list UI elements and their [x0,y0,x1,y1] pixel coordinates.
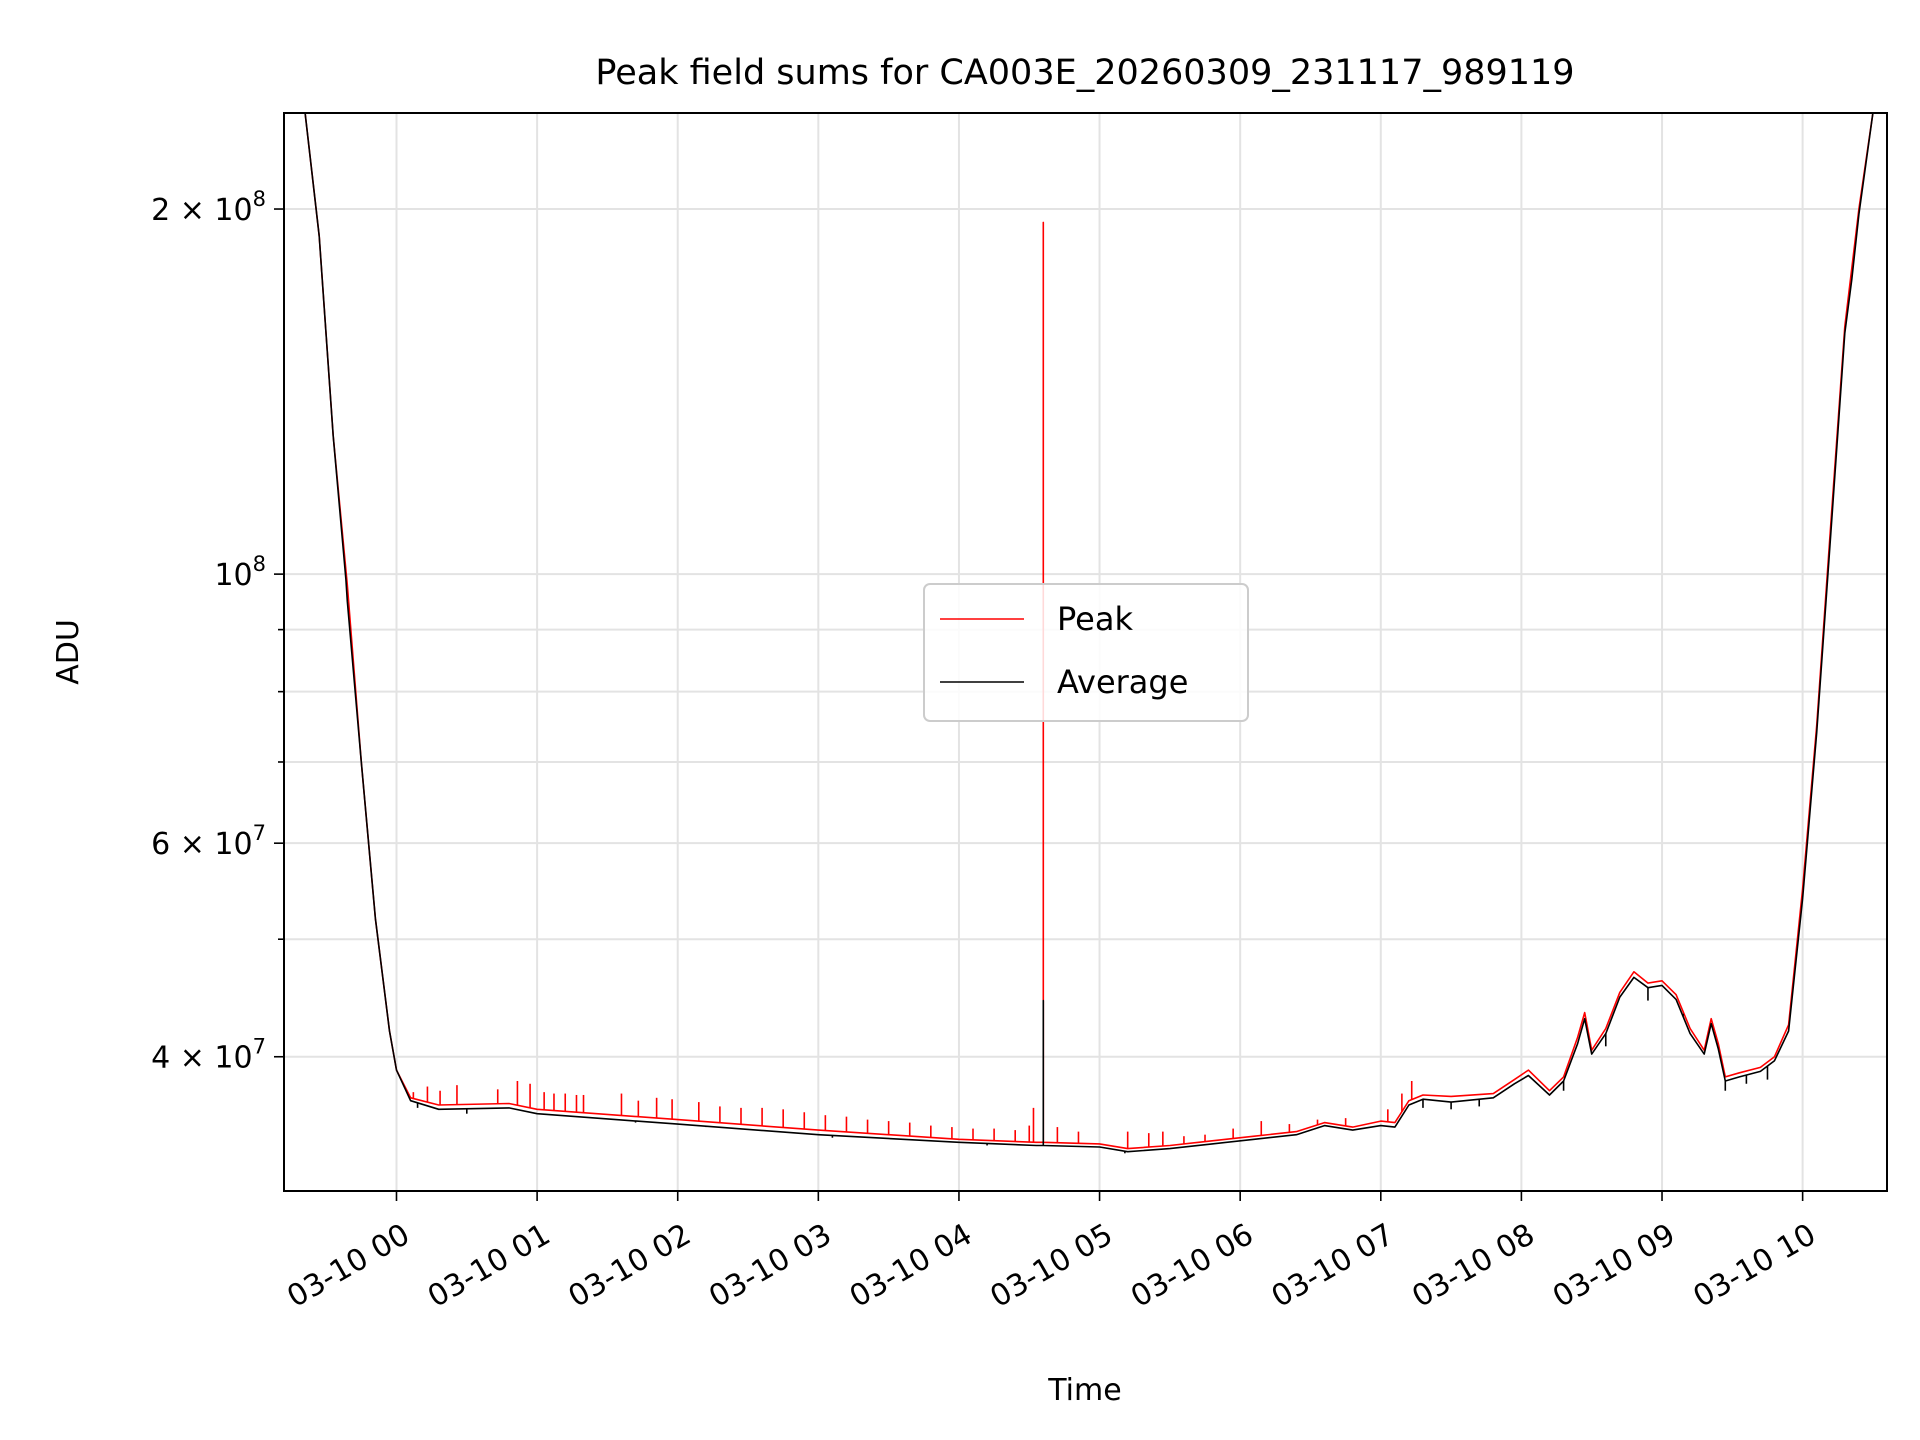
legend-average-label: Average [1057,663,1188,701]
x-axis-label: Time [1047,1373,1121,1408]
plot-frame [283,112,1888,1192]
legend-peak-label: Peak [1057,600,1133,638]
legend: Peak Average [923,583,1249,722]
y-tick-label: 4 × 107 [151,1035,266,1076]
series-line-peak [284,113,1887,1150]
y-tick-label: 6 × 107 [151,821,266,862]
y-axis-label: ADU [51,619,86,685]
y-tick-label: 2 × 108 [151,187,266,228]
chart-title: Peak field sums for CA003E_20260309_2311… [595,53,1574,93]
series [284,113,1887,1154]
y-axis: 2 × 108 108 6 × 107 4 × 107 [151,187,284,1076]
y-tick-label: 108 [214,552,266,593]
